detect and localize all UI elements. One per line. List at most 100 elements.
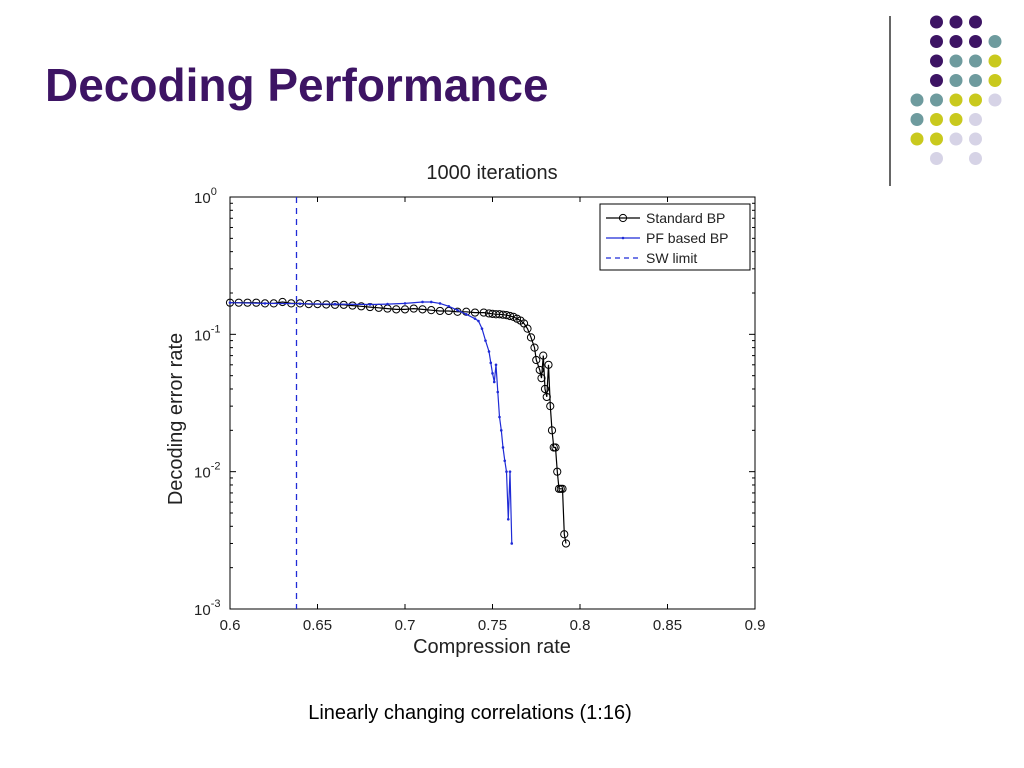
data-point [498, 415, 501, 419]
data-point [470, 308, 480, 317]
decorative-dot [910, 113, 924, 126]
legend-marker [618, 213, 628, 223]
data-point [484, 339, 487, 342]
decorative-dot [988, 93, 1002, 107]
data-point [438, 302, 442, 305]
data-point [330, 300, 340, 309]
y-tick-label: 10-3 [194, 598, 220, 619]
y-tick-label: 10-2 [194, 461, 220, 482]
legend-label: SW limit [646, 250, 697, 266]
y-tick-label: 10-1 [194, 323, 220, 344]
data-point [427, 306, 436, 315]
data-point [501, 446, 505, 449]
data-point [400, 305, 410, 314]
legend-label: PF based BP [646, 230, 729, 246]
chart-svg: 1000 iterations Compression rate Decodin… [165, 162, 766, 658]
data-point [505, 470, 508, 473]
data-point [540, 384, 550, 394]
data-point [553, 467, 562, 476]
data-point [503, 459, 507, 463]
data-point [494, 363, 498, 367]
x-tick-label: 0.8 [570, 617, 591, 634]
data-point [496, 390, 500, 394]
data-point [392, 305, 401, 314]
data-point [368, 303, 372, 306]
slide-caption: Linearly changing correlations (1:16) [308, 702, 632, 724]
data-point [435, 306, 445, 316]
data-point [386, 302, 389, 306]
data-point [464, 312, 468, 316]
decorative-dot [969, 35, 982, 48]
data-point [333, 302, 337, 306]
decorative-dot [988, 54, 1002, 68]
data-point [489, 361, 493, 365]
data-point [532, 355, 541, 365]
decorative-dot [949, 35, 963, 48]
decorative-dot [969, 74, 982, 87]
y-tick-label: 100 [194, 186, 217, 207]
data-point [278, 297, 287, 307]
data-point [546, 402, 555, 411]
chart-title: 1000 iterations [426, 162, 557, 184]
data-point [492, 380, 496, 384]
data-point [537, 374, 546, 383]
decorative-dot [930, 54, 943, 68]
decorative-dot [969, 54, 982, 68]
data-point [263, 302, 267, 305]
divider-line [889, 16, 891, 186]
x-tick-label: 0.65 [303, 617, 332, 634]
decorative-dot [988, 74, 1002, 87]
data-point [560, 530, 569, 539]
decorative-dot [969, 152, 982, 165]
data-point [539, 351, 548, 360]
data-point [348, 301, 357, 310]
legend-marker [621, 236, 625, 240]
data-point [480, 327, 484, 330]
data-point [499, 429, 503, 432]
x-tick-label: 0.75 [478, 617, 507, 634]
decorative-dot [949, 93, 963, 107]
data-point [551, 443, 560, 452]
data-point [456, 308, 459, 312]
data-point [526, 333, 536, 342]
decorative-dot [930, 152, 943, 165]
data-point [506, 517, 510, 521]
decorative-dot [969, 93, 982, 107]
data-point [547, 426, 557, 435]
decorative-dot [930, 113, 943, 126]
decorative-dot [910, 132, 924, 146]
decorative-dot [949, 54, 963, 68]
data-point [479, 308, 488, 317]
decorative-dot [930, 74, 943, 87]
data-point [473, 317, 477, 320]
legend-label: Standard BP [646, 210, 725, 226]
data-point [561, 539, 571, 548]
data-point [409, 304, 418, 313]
data-point [357, 302, 366, 311]
y-axis-label: Decoding error rate [165, 333, 187, 505]
decorative-dot [930, 132, 943, 146]
chart: 1000 iterations Compression rate Decodin… [160, 155, 790, 670]
data-point [523, 324, 532, 333]
decorative-dot [949, 15, 963, 29]
data-point [505, 311, 515, 321]
data-point [535, 365, 544, 375]
data-point [510, 542, 514, 545]
x-tick-label: 0.9 [745, 617, 766, 634]
data-point [228, 301, 232, 304]
data-point [477, 319, 480, 323]
decorative-dot [949, 74, 963, 87]
decorative-dot [949, 113, 963, 126]
decorative-dot-grid [910, 15, 1002, 165]
decorative-dot [930, 15, 943, 29]
x-axis-label: Compression rate [413, 636, 571, 658]
data-point [403, 302, 407, 305]
x-tick-label: 0.6 [220, 617, 241, 634]
data-point [421, 300, 424, 304]
decorative-dot [969, 15, 982, 29]
data-point [508, 470, 512, 473]
decorative-dot [988, 35, 1002, 48]
data-point [418, 305, 427, 314]
data-point [544, 360, 553, 369]
data-point [447, 305, 451, 308]
